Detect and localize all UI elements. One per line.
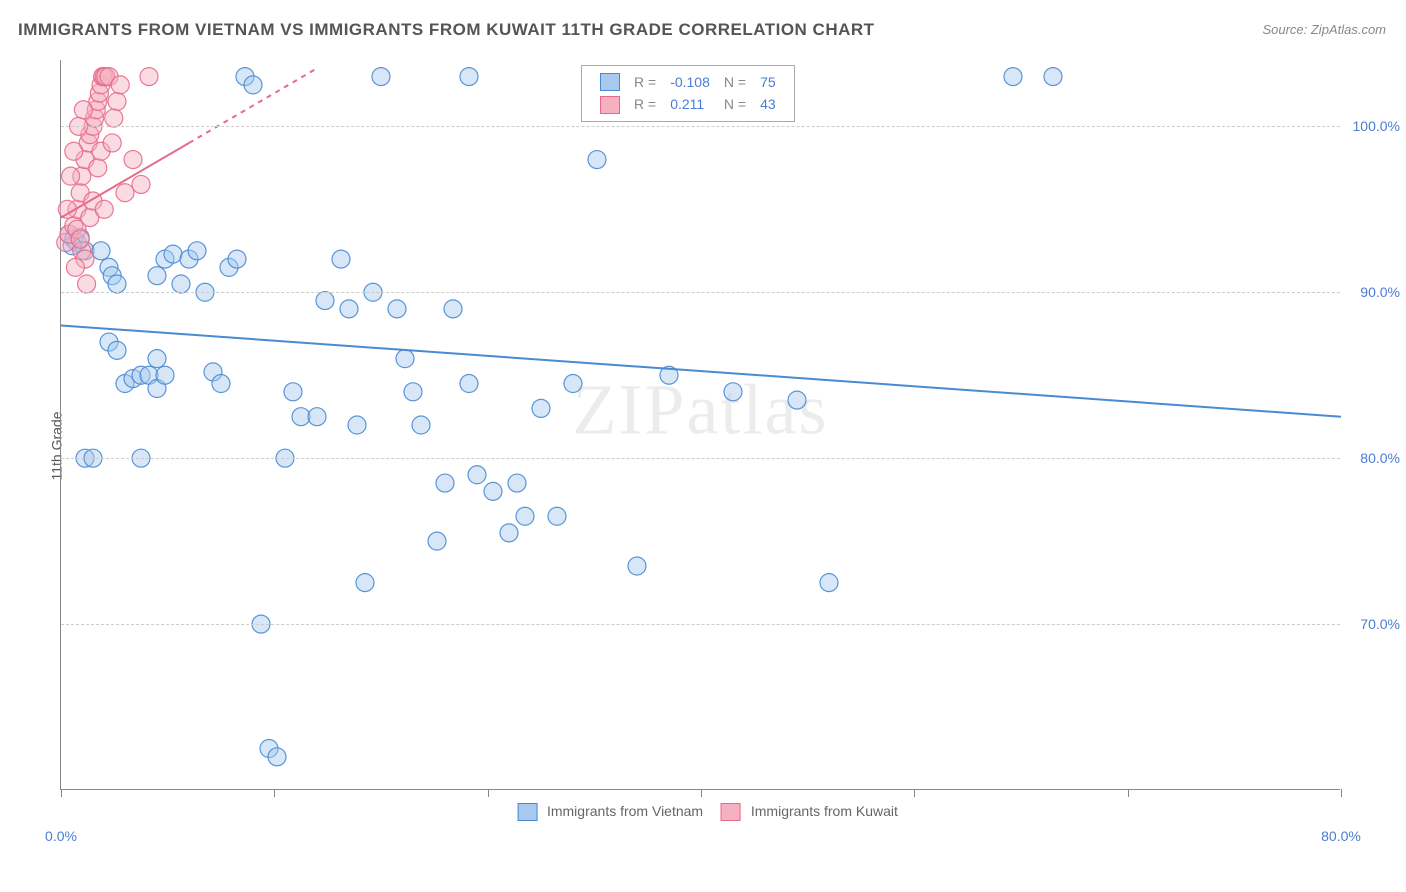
x-tick-label: 80.0%	[1321, 828, 1361, 844]
x-tick	[61, 789, 62, 797]
r-label: R =	[628, 72, 662, 92]
chart-svg	[61, 60, 1340, 789]
chart-title: IMMIGRANTS FROM VIETNAM VS IMMIGRANTS FR…	[18, 20, 875, 40]
gridline-h	[61, 126, 1340, 127]
gridline-h	[61, 292, 1340, 293]
n-label: N =	[718, 94, 752, 114]
legend-swatch-kuwait	[600, 96, 620, 114]
legend-row-vietnam: R = -0.108 N = 75	[594, 72, 782, 92]
series-legend: Immigrants from Vietnam Immigrants from …	[503, 803, 898, 821]
y-tick-label: 80.0%	[1345, 450, 1400, 466]
r-label: R =	[628, 94, 662, 114]
x-tick	[914, 789, 915, 797]
correlation-legend: R = -0.108 N = 75 R = 0.211 N = 43	[581, 65, 795, 122]
chart-plot-area: ZIPatlas R = -0.108 N = 75 R = 0.211 N =…	[60, 60, 1340, 790]
y-tick-label: 70.0%	[1345, 616, 1400, 632]
legend-label-kuwait: Immigrants from Kuwait	[751, 803, 898, 819]
legend-row-kuwait: R = 0.211 N = 43	[594, 94, 782, 114]
n-label: N =	[718, 72, 752, 92]
n-value-vietnam: 75	[754, 72, 782, 92]
x-tick-label: 0.0%	[45, 828, 77, 844]
x-tick	[1128, 789, 1129, 797]
source-attribution: Source: ZipAtlas.com	[1262, 22, 1386, 37]
x-tick	[701, 789, 702, 797]
legend-swatch-vietnam	[600, 73, 620, 91]
r-value-kuwait: 0.211	[664, 94, 716, 114]
legend-swatch-kuwait-b	[721, 803, 741, 821]
gridline-h	[61, 458, 1340, 459]
legend-swatch-vietnam-b	[517, 803, 537, 821]
r-value-vietnam: -0.108	[664, 72, 716, 92]
x-tick	[488, 789, 489, 797]
gridline-h	[61, 624, 1340, 625]
y-tick-label: 100.0%	[1345, 118, 1400, 134]
n-value-kuwait: 43	[754, 94, 782, 114]
y-tick-label: 90.0%	[1345, 284, 1400, 300]
x-tick	[1341, 789, 1342, 797]
legend-label-vietnam: Immigrants from Vietnam	[547, 803, 703, 819]
x-tick	[274, 789, 275, 797]
